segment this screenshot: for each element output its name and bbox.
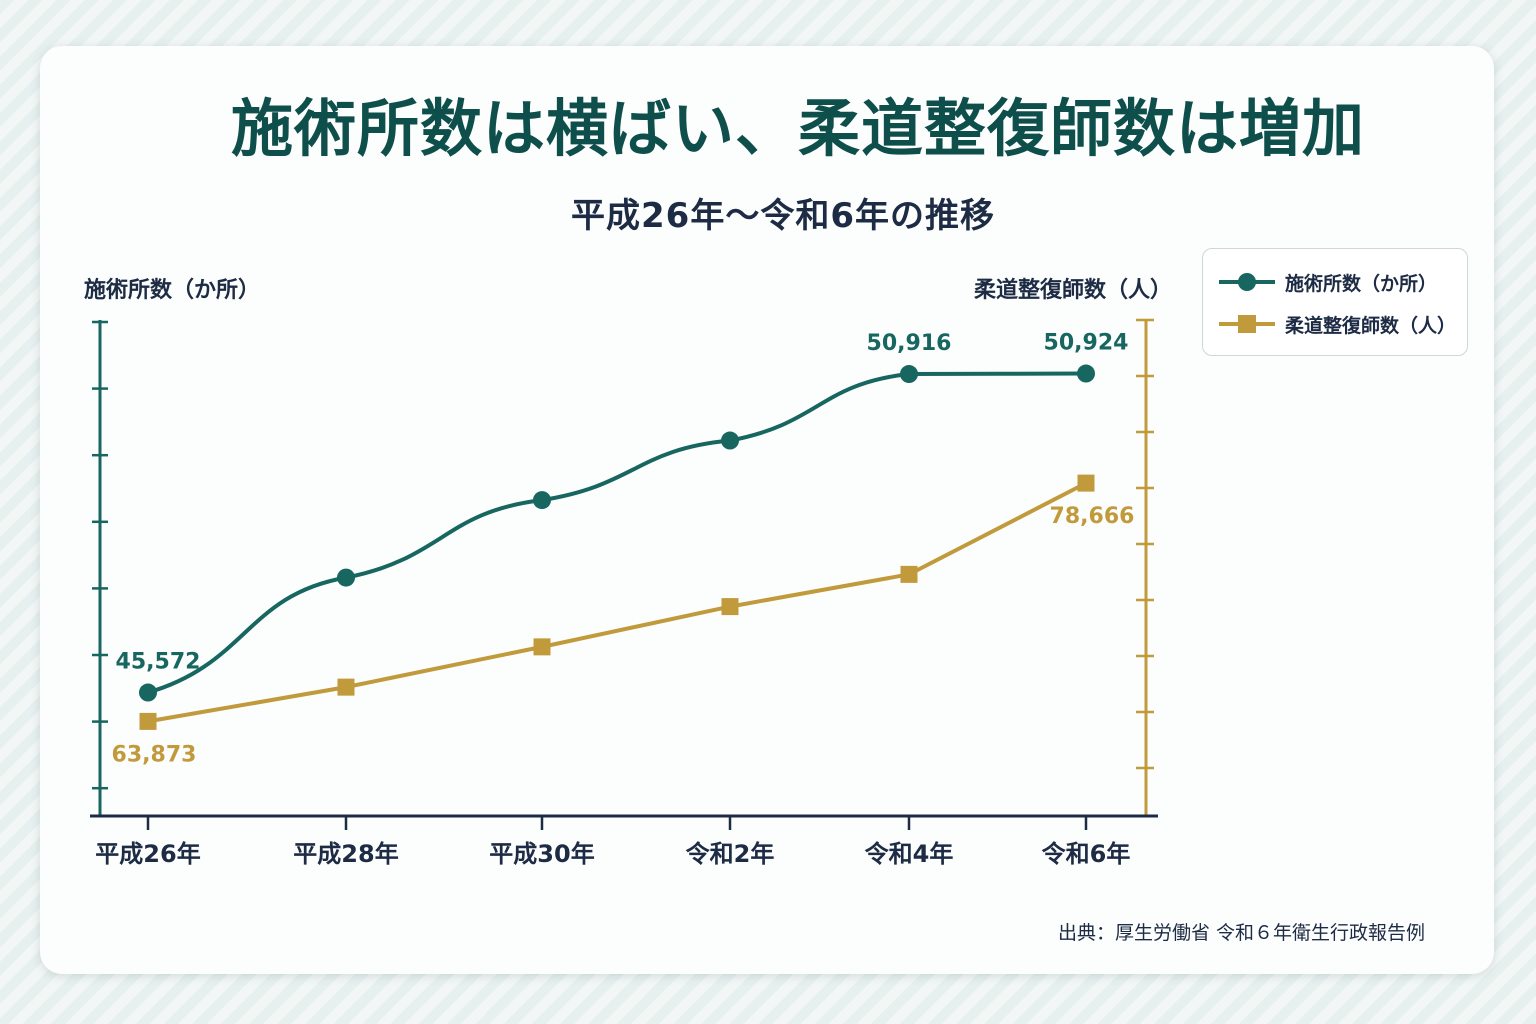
data-label-practitioners: 63,873 xyxy=(112,742,197,767)
x-tick-label: 令和6年 xyxy=(1042,840,1131,868)
series-line-practitioners xyxy=(147,481,1087,724)
data-label-facilities: 50,916 xyxy=(867,331,952,356)
data-label-facilities: 50,924 xyxy=(1044,331,1129,356)
data-point-practitioners xyxy=(900,565,918,583)
data-point-practitioners xyxy=(139,712,157,730)
legend-item-facilities: 施術所数（か所） xyxy=(1217,267,1437,297)
left-axis-title: 施術所数（か所） xyxy=(84,278,261,303)
x-tick-label: 令和2年 xyxy=(686,840,775,868)
data-point-facilities xyxy=(1077,364,1095,383)
x-tick-label: 平成28年 xyxy=(293,840,398,868)
data-point-facilities xyxy=(900,365,918,384)
series-line-facilities xyxy=(147,371,1087,695)
chart-subtitle: 平成26年～令和6年の推移 xyxy=(571,196,995,236)
data-point-practitioners xyxy=(1077,474,1095,492)
data-label-facilities: 45,572 xyxy=(116,650,201,675)
data-point-facilities xyxy=(533,491,551,510)
data-point-practitioners xyxy=(337,678,355,696)
data-label-practitioners: 78,666 xyxy=(1050,504,1135,529)
legend-label-practitioners: 柔道整復師数（人） xyxy=(1285,314,1457,337)
data-point-facilities xyxy=(337,568,355,587)
data-point-practitioners xyxy=(721,598,739,616)
legend-label-facilities: 施術所数（か所） xyxy=(1285,272,1438,295)
data-point-facilities xyxy=(139,683,157,702)
x-tick-label: 令和4年 xyxy=(865,840,954,868)
data-point-practitioners xyxy=(533,638,551,656)
x-tick-label: 平成30年 xyxy=(489,840,594,868)
legend-circle-marker-icon xyxy=(1219,273,1275,291)
chart-card xyxy=(40,46,1494,974)
legend-item-practitioners: 柔道整復師数（人） xyxy=(1217,309,1456,339)
legend-square-marker-icon xyxy=(1219,315,1275,333)
source-note: 出典：厚生労働省 令和６年衛生行政報告例 xyxy=(1058,922,1426,944)
data-point-facilities xyxy=(721,431,739,450)
right-axis-title: 柔道整復師数（人） xyxy=(974,278,1173,303)
chart-title: 施術所数は横ばい、柔道整復師数は増加 xyxy=(230,92,1365,165)
legend: 施術所数（か所） 柔道整復師数（人） xyxy=(1202,248,1468,356)
x-tick-label: 平成26年 xyxy=(95,840,200,868)
